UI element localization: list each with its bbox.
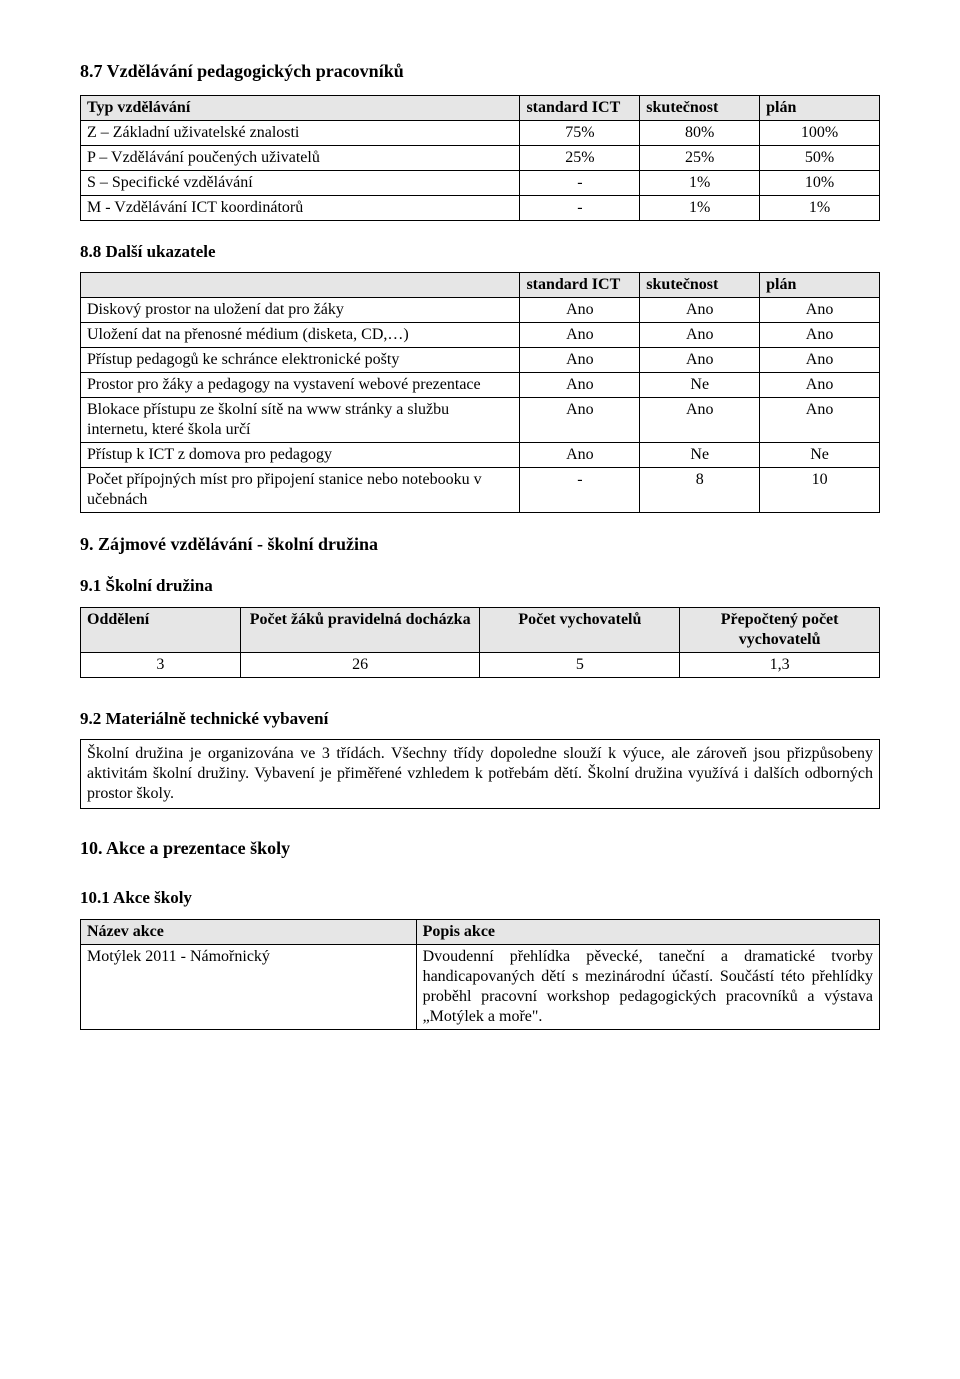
- cell: 1,3: [680, 652, 880, 677]
- table-row: 3 26 5 1,3: [81, 652, 880, 677]
- col-header: Počet vychovatelů: [480, 607, 680, 652]
- cell: Ano: [520, 442, 640, 467]
- table-row: Blokace přístupu ze školní sítě na www s…: [81, 397, 880, 442]
- col-header: [81, 272, 520, 297]
- table-row: S – Specifické vzdělávání - 1% 10%: [81, 170, 880, 195]
- col-header: skutečnost: [640, 95, 760, 120]
- cell: Ano: [640, 397, 760, 442]
- col-header: Počet žáků pravidelná docházka: [240, 607, 480, 652]
- cell: -: [520, 467, 640, 512]
- cell: Z – Základní uživatelské znalosti: [81, 120, 520, 145]
- cell: 1%: [640, 195, 760, 220]
- cell: 3: [81, 652, 241, 677]
- cell: 100%: [760, 120, 880, 145]
- cell: 10: [760, 467, 880, 512]
- table-row: Prostor pro žáky a pedagogy na vystavení…: [81, 372, 880, 397]
- cell: 8: [640, 467, 760, 512]
- heading-10: 10. Akce a prezentace školy: [80, 837, 880, 860]
- table-row: standard ICT skutečnost plán: [81, 272, 880, 297]
- cell: Ano: [760, 322, 880, 347]
- col-header: Název akce: [81, 919, 417, 944]
- cell: 75%: [520, 120, 640, 145]
- col-header: skutečnost: [640, 272, 760, 297]
- cell: Ne: [640, 442, 760, 467]
- cell: Ano: [520, 347, 640, 372]
- cell: Ano: [520, 397, 640, 442]
- cell: Ne: [760, 442, 880, 467]
- cell: Diskový prostor na uložení dat pro žáky: [81, 297, 520, 322]
- table-row: Přístup k ICT z domova pro pedagogy Ano …: [81, 442, 880, 467]
- cell: Ano: [520, 297, 640, 322]
- cell: 26: [240, 652, 480, 677]
- table-row: Typ vzdělávání standard ICT skutečnost p…: [81, 95, 880, 120]
- col-header: Přepočtený počet vychovatelů: [680, 607, 880, 652]
- table-row: Přístup pedagogů ke schránce elektronick…: [81, 347, 880, 372]
- cell: 25%: [520, 145, 640, 170]
- col-header: Typ vzdělávání: [81, 95, 520, 120]
- col-header: Oddělení: [81, 607, 241, 652]
- table-8-7: Typ vzdělávání standard ICT skutečnost p…: [80, 95, 880, 221]
- cell: 1%: [760, 195, 880, 220]
- cell: Uložení dat na přenosné médium (disketa,…: [81, 322, 520, 347]
- table-9-1: Oddělení Počet žáků pravidelná docházka …: [80, 607, 880, 678]
- cell: Ano: [520, 372, 640, 397]
- cell: P – Vzdělávání poučených uživatelů: [81, 145, 520, 170]
- cell: M - Vzdělávání ICT koordinátorů: [81, 195, 520, 220]
- cell: Blokace přístupu ze školní sítě na www s…: [81, 397, 520, 442]
- cell: Ano: [640, 347, 760, 372]
- table-row: Název akce Popis akce: [81, 919, 880, 944]
- cell: -: [520, 170, 640, 195]
- cell: Ne: [640, 372, 760, 397]
- cell: 10%: [760, 170, 880, 195]
- cell: -: [520, 195, 640, 220]
- table-10-1: Název akce Popis akce Motýlek 2011 - Nám…: [80, 919, 880, 1030]
- table-row: P – Vzdělávání poučených uživatelů 25% 2…: [81, 145, 880, 170]
- table-row: Diskový prostor na uložení dat pro žáky …: [81, 297, 880, 322]
- table-row: Uložení dat na přenosné médium (disketa,…: [81, 322, 880, 347]
- cell: S – Specifické vzdělávání: [81, 170, 520, 195]
- cell: Dvoudenní přehlídka pěvecké, taneční a d…: [416, 944, 879, 1029]
- cell: Počet přípojných míst pro připojení stan…: [81, 467, 520, 512]
- heading-10-1: 10.1 Akce školy: [80, 887, 880, 908]
- cell: Ano: [760, 347, 880, 372]
- heading-8-8: 8.8 Další ukazatele: [80, 241, 880, 262]
- cell: 50%: [760, 145, 880, 170]
- cell: Ano: [760, 397, 880, 442]
- cell: Ano: [520, 322, 640, 347]
- cell: 5: [480, 652, 680, 677]
- cell: 1%: [640, 170, 760, 195]
- cell: Motýlek 2011 - Námořnický: [81, 944, 417, 1029]
- table-row: Oddělení Počet žáků pravidelná docházka …: [81, 607, 880, 652]
- heading-9: 9. Zájmové vzdělávání - školní družina: [80, 533, 880, 556]
- col-header: plán: [760, 272, 880, 297]
- heading-9-1: 9.1 Školní družina: [80, 575, 880, 596]
- table-row: Motýlek 2011 - Námořnický Dvoudenní přeh…: [81, 944, 880, 1029]
- heading-9-2: 9.2 Materiálně technické vybavení: [80, 708, 880, 729]
- col-header: standard ICT: [520, 95, 640, 120]
- table-row: Z – Základní uživatelské znalosti 75% 80…: [81, 120, 880, 145]
- col-header: standard ICT: [520, 272, 640, 297]
- cell: Přístup pedagogů ke schránce elektronick…: [81, 347, 520, 372]
- cell: Přístup k ICT z domova pro pedagogy: [81, 442, 520, 467]
- cell: Ano: [760, 297, 880, 322]
- table-row: Počet přípojných míst pro připojení stan…: [81, 467, 880, 512]
- cell: 25%: [640, 145, 760, 170]
- cell: Ano: [640, 322, 760, 347]
- table-row: M - Vzdělávání ICT koordinátorů - 1% 1%: [81, 195, 880, 220]
- col-header: plán: [760, 95, 880, 120]
- table-8-8: standard ICT skutečnost plán Diskový pro…: [80, 272, 880, 513]
- cell: Ano: [760, 372, 880, 397]
- cell: Ano: [640, 297, 760, 322]
- cell: 80%: [640, 120, 760, 145]
- text-box-9-2: Školní družina je organizována ve 3 tříd…: [80, 739, 880, 809]
- cell: Prostor pro žáky a pedagogy na vystavení…: [81, 372, 520, 397]
- col-header: Popis akce: [416, 919, 879, 944]
- heading-8-7: 8.7 Vzdělávání pedagogických pracovníků: [80, 60, 880, 83]
